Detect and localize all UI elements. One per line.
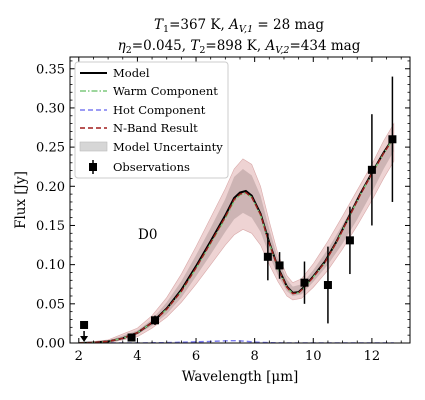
legend-label-observations: Observations (113, 160, 190, 174)
chart-title-line2: η2=0.045, T2=898 K, AV,2=434 mag (118, 38, 361, 56)
legend-entry-nband: N-Band Result (80, 121, 198, 135)
legend-swatch-uncertainty (79, 141, 108, 152)
y-axis-label: Flux [Jy] (13, 171, 29, 229)
x-tick-label-5: 12 (364, 349, 381, 364)
series-nband-result (78, 137, 395, 343)
x-tick-label-2: 6 (192, 349, 200, 364)
observation-marker-4 (275, 261, 284, 270)
legend-label-model: Model (113, 66, 150, 80)
x-axis-label: Wavelength [μm] (182, 369, 299, 385)
y-tick-label-0: 0.00 (36, 337, 65, 352)
observation-upper-limit-arrowhead-0 (80, 335, 89, 342)
observation-marker-1 (127, 333, 136, 342)
legend-label-nband: N-Band Result (113, 121, 198, 135)
y-tick-label-7: 0.35 (36, 62, 65, 77)
y-tick-label-2: 0.10 (36, 258, 65, 273)
observation-marker-2 (151, 316, 159, 325)
legend: Model Warm Component Hot Component N-Ban… (74, 61, 229, 179)
legend-label-warm: Warm Component (113, 84, 218, 98)
legend-entry-hot: Hot Component (80, 103, 206, 117)
x-tick-label-1: 4 (133, 349, 141, 364)
legend-swatch-observations-marker (89, 163, 97, 171)
observation-marker-7 (345, 236, 354, 245)
legend-box (74, 61, 229, 179)
legend-label-hot: Hot Component (113, 103, 206, 117)
observation-points (80, 76, 397, 342)
observation-marker-8 (367, 165, 376, 174)
legend-label-uncertainty: Model Uncertainty (113, 140, 223, 154)
observation-marker-5 (300, 278, 309, 287)
y-tick-label-5: 0.25 (36, 141, 65, 156)
observation-marker-3 (263, 252, 272, 261)
legend-entry-warm: Warm Component (80, 84, 218, 98)
y-tick-label-4: 0.20 (36, 180, 65, 195)
x-tick-label-4: 10 (305, 349, 322, 364)
uncertainty-band-inner (78, 136, 394, 343)
axis-ticks: 2 4 6 8 10 12 0.00 0.05 0.10 0.15 0.20 0.25 0.30 0.35 (36, 57, 410, 364)
x-tick-label-3: 8 (251, 349, 259, 364)
observation-marker-6 (323, 281, 332, 290)
legend-entry-observations: Observations (89, 160, 190, 174)
annotation-d0: D0 (138, 227, 157, 243)
x-tick-label-0: 2 (75, 349, 83, 364)
observation-upper-limit-marker-0 (80, 320, 89, 329)
y-tick-label-3: 0.15 (36, 219, 65, 234)
y-tick-label-6: 0.30 (36, 101, 65, 116)
observation-marker-9 (388, 135, 397, 144)
y-tick-label-1: 0.05 (36, 297, 65, 312)
legend-entry-uncertainty: Model Uncertainty (79, 140, 223, 154)
chart-title-line1: T1=367 K, AV,1 = 28 mag (154, 17, 324, 35)
legend-entry-model: Model (80, 66, 150, 80)
